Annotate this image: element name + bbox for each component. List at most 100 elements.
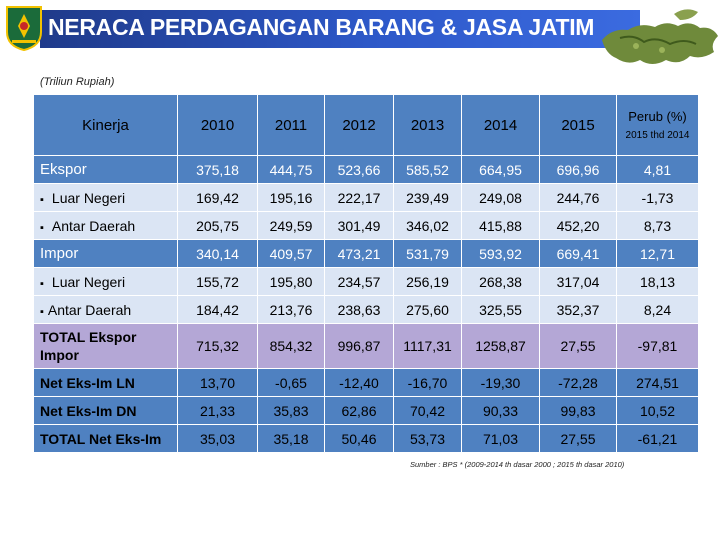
table-cell: 531,79 <box>393 239 462 268</box>
header-year: 2012 <box>324 94 394 156</box>
table-cell: 585,52 <box>393 155 462 184</box>
table-cell: 593,92 <box>461 239 540 268</box>
header-perub-title: Perub (%) <box>628 109 687 124</box>
table-cell: 62,86 <box>324 396 394 425</box>
province-emblem-icon <box>6 6 42 52</box>
east-java-map-icon <box>602 9 718 64</box>
table-cell: 195,16 <box>257 183 325 212</box>
table-cell: 205,75 <box>177 211 258 240</box>
table-cell: 696,96 <box>539 155 617 184</box>
table-cell: -19,30 <box>461 368 540 397</box>
table-cell: 444,75 <box>257 155 325 184</box>
table-cell: 274,51 <box>616 368 699 397</box>
row-label: Luar Negeri <box>33 267 178 296</box>
table-cell: 184,42 <box>177 295 258 324</box>
table-cell: 249,59 <box>257 211 325 240</box>
table-cell: 35,83 <box>257 396 325 425</box>
row-label: Impor <box>33 239 178 268</box>
table-cell: 1117,31 <box>393 323 462 369</box>
table-cell: 268,38 <box>461 267 540 296</box>
table-cell: 301,49 <box>324 211 394 240</box>
table-cell: 346,02 <box>393 211 462 240</box>
row-label: TOTAL Ekspor Impor <box>33 323 178 369</box>
table-row: Antar Daerah 184,42 213,76 238,63 275,60… <box>33 295 699 324</box>
table-cell: 325,55 <box>461 295 540 324</box>
table-cell: 8,24 <box>616 295 699 324</box>
table-header-row: Kinerja 2010 2011 2012 2013 2014 2015 Pe… <box>33 94 699 156</box>
table-cell: 234,57 <box>324 267 394 296</box>
header-year: 2015 <box>539 94 617 156</box>
row-label: Antar Daerah <box>33 211 178 240</box>
table-cell: 409,57 <box>257 239 325 268</box>
table-cell: 854,32 <box>257 323 325 369</box>
table-cell: 99,83 <box>539 396 617 425</box>
table-cell: -16,70 <box>393 368 462 397</box>
table-cell: 256,19 <box>393 267 462 296</box>
title-bar <box>40 10 640 48</box>
header-perub: Perub (%) 2015 thd 2014 <box>616 94 699 156</box>
table-cell: -61,21 <box>616 424 699 453</box>
table-cell: 375,18 <box>177 155 258 184</box>
row-label: Net Eks-Im DN <box>33 396 178 425</box>
header-year: 2013 <box>393 94 462 156</box>
table-cell: -1,73 <box>616 183 699 212</box>
table-cell: 53,73 <box>393 424 462 453</box>
table-cell: 21,33 <box>177 396 258 425</box>
table-row: Net Eks-Im LN 13,70 -0,65 -12,40 -16,70 … <box>33 368 699 397</box>
table-cell: 249,08 <box>461 183 540 212</box>
table-cell: 70,42 <box>393 396 462 425</box>
row-label: Antar Daerah <box>33 295 178 324</box>
table-cell: 239,49 <box>393 183 462 212</box>
table-row: Luar Negeri 155,72 195,80 234,57 256,19 … <box>33 267 699 296</box>
table-cell: 244,76 <box>539 183 617 212</box>
table-cell: -0,65 <box>257 368 325 397</box>
table-cell: 35,03 <box>177 424 258 453</box>
table-cell: -12,40 <box>324 368 394 397</box>
table-cell: 195,80 <box>257 267 325 296</box>
table-cell: 27,55 <box>539 323 617 369</box>
table-row: Net Eks-Im DN 21,33 35,83 62,86 70,42 90… <box>33 396 699 425</box>
table-row: TOTAL Net Eks-Im 35,03 35,18 50,46 53,73… <box>33 424 699 453</box>
header-year: 2011 <box>257 94 325 156</box>
table-cell: 90,33 <box>461 396 540 425</box>
table-cell: 352,37 <box>539 295 617 324</box>
table-cell: 213,76 <box>257 295 325 324</box>
table-row: Ekspor 375,18 444,75 523,66 585,52 664,9… <box>33 155 699 184</box>
row-label: Ekspor <box>33 155 178 184</box>
table-cell: 8,73 <box>616 211 699 240</box>
table-cell: 340,14 <box>177 239 258 268</box>
header-perub-subtitle: 2015 thd 2014 <box>625 130 690 141</box>
table-cell: -72,28 <box>539 368 617 397</box>
table-cell: -97,81 <box>616 323 699 369</box>
trade-balance-table: Kinerja 2010 2011 2012 2013 2014 2015 Pe… <box>33 94 699 453</box>
table-cell: 473,21 <box>324 239 394 268</box>
table-row: Luar Negeri 169,42 195,16 222,17 239,49 … <box>33 183 699 212</box>
table-cell: 1258,87 <box>461 323 540 369</box>
table-cell: 275,60 <box>393 295 462 324</box>
table-row: TOTAL Ekspor Impor 715,32 854,32 996,87 … <box>33 323 699 369</box>
row-label: Net Eks-Im LN <box>33 368 178 397</box>
row-label: Luar Negeri <box>33 183 178 212</box>
table-cell: 71,03 <box>461 424 540 453</box>
table-row: Antar Daerah 205,75 249,59 301,49 346,02… <box>33 211 699 240</box>
table-cell: 50,46 <box>324 424 394 453</box>
table-cell: 452,20 <box>539 211 617 240</box>
row-label: TOTAL Net Eks-Im <box>33 424 178 453</box>
table-cell: 317,04 <box>539 267 617 296</box>
table-cell: 12,71 <box>616 239 699 268</box>
table-cell: 13,70 <box>177 368 258 397</box>
page-title: NERACA PERDAGANGAN BARANG & JASA JATIM <box>48 14 595 40</box>
table-cell: 222,17 <box>324 183 394 212</box>
table-cell: 155,72 <box>177 267 258 296</box>
table-cell: 27,55 <box>539 424 617 453</box>
table-cell: 996,87 <box>324 323 394 369</box>
table-cell: 415,88 <box>461 211 540 240</box>
table-cell: 238,63 <box>324 295 394 324</box>
table-cell: 669,41 <box>539 239 617 268</box>
source-note: Sumber : BPS * (2009-2014 th dasar 2000 … <box>410 460 625 469</box>
table-cell: 10,52 <box>616 396 699 425</box>
table-cell: 18,13 <box>616 267 699 296</box>
table-cell: 35,18 <box>257 424 325 453</box>
table-cell: 715,32 <box>177 323 258 369</box>
table-row: Impor 340,14 409,57 473,21 531,79 593,92… <box>33 239 699 268</box>
